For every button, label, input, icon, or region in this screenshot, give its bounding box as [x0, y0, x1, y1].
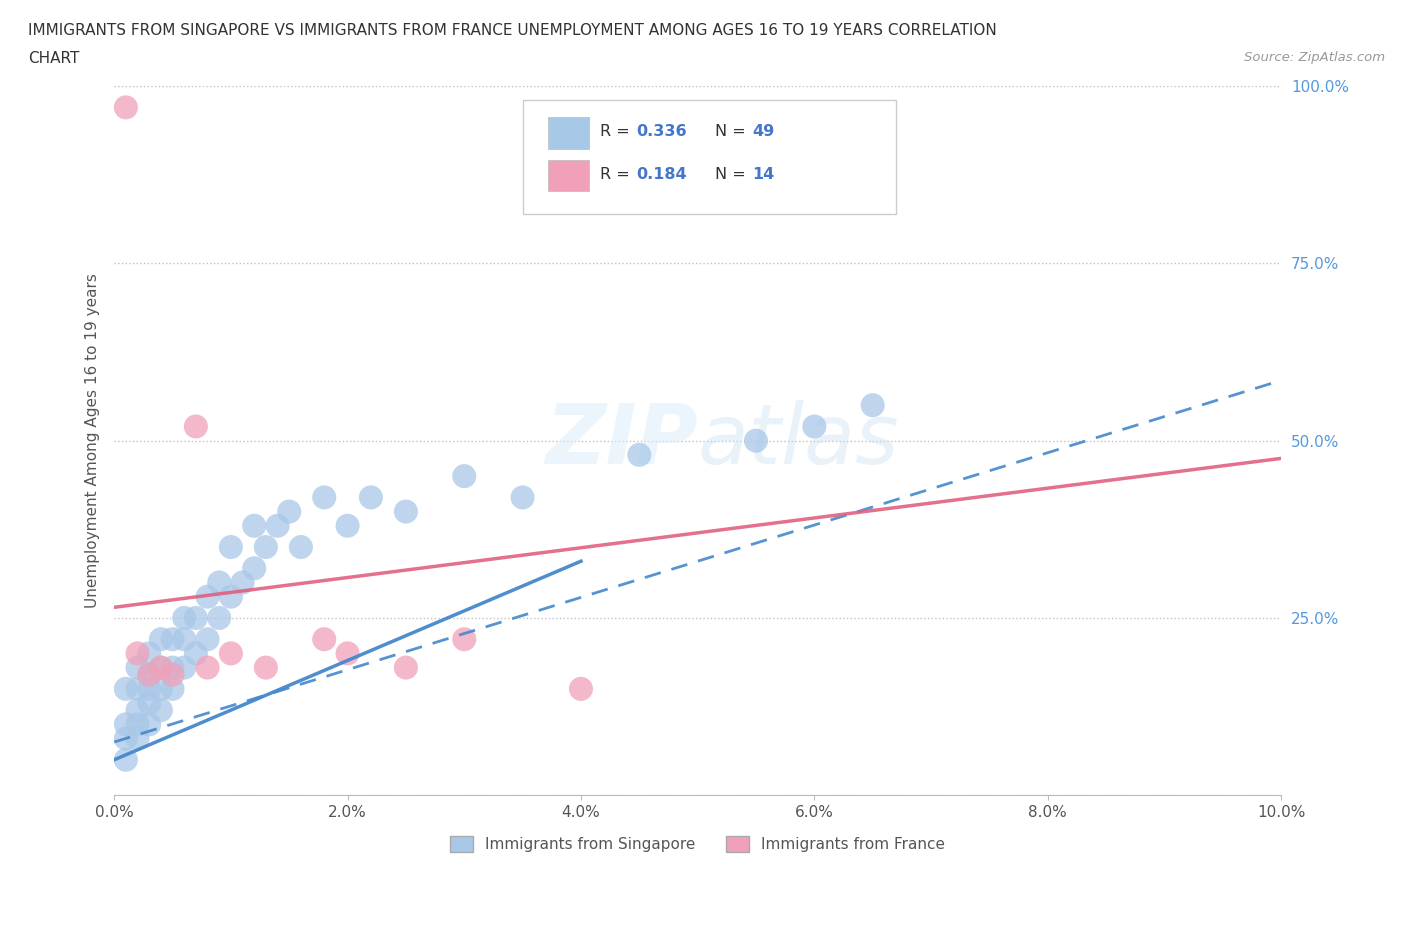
Point [115, 682, 138, 697]
Point [266, 518, 288, 533]
Text: 49: 49 [752, 124, 775, 139]
Point [197, 590, 219, 604]
Text: CHART: CHART [28, 51, 80, 66]
Text: N =: N = [716, 124, 751, 139]
Text: N =: N = [716, 166, 751, 181]
Point [232, 575, 254, 590]
Point [149, 631, 172, 646]
Point [243, 518, 266, 533]
Point [138, 717, 160, 732]
Point [254, 539, 277, 554]
Point [512, 490, 534, 505]
Point [138, 646, 160, 661]
Point [162, 667, 184, 682]
Point [138, 667, 160, 682]
Point [254, 660, 277, 675]
Text: 0.336: 0.336 [636, 124, 686, 139]
Point [162, 631, 184, 646]
Point [208, 610, 231, 625]
Point [395, 504, 418, 519]
Point [314, 631, 336, 646]
Text: ZIP: ZIP [546, 400, 697, 481]
Point [219, 590, 242, 604]
Point [173, 631, 195, 646]
Point [569, 682, 592, 697]
Point [149, 703, 172, 718]
FancyBboxPatch shape [548, 117, 589, 149]
Legend: Immigrants from Singapore, Immigrants from France: Immigrants from Singapore, Immigrants fr… [444, 830, 952, 858]
Point [127, 717, 149, 732]
Point [628, 447, 651, 462]
Point [197, 631, 219, 646]
Point [149, 660, 172, 675]
Text: R =: R = [599, 124, 634, 139]
Point [745, 433, 768, 448]
Text: atlas: atlas [697, 400, 900, 481]
Point [138, 696, 160, 711]
Point [149, 682, 172, 697]
Point [138, 682, 160, 697]
Point [208, 575, 231, 590]
Point [162, 682, 184, 697]
Text: 14: 14 [752, 166, 775, 181]
Point [290, 539, 312, 554]
FancyBboxPatch shape [548, 160, 589, 191]
Y-axis label: Unemployment Among Ages 16 to 19 years: Unemployment Among Ages 16 to 19 years [86, 273, 100, 608]
Point [162, 660, 184, 675]
Point [219, 646, 242, 661]
Point [127, 646, 149, 661]
Text: R =: R = [599, 166, 634, 181]
Point [115, 100, 138, 114]
Point [184, 419, 207, 434]
Text: Source: ZipAtlas.com: Source: ZipAtlas.com [1244, 51, 1385, 64]
Point [278, 504, 301, 519]
Point [127, 731, 149, 746]
Point [173, 610, 195, 625]
Point [127, 703, 149, 718]
Point [314, 490, 336, 505]
Point [243, 561, 266, 576]
Point [862, 398, 884, 413]
Point [197, 660, 219, 675]
Point [127, 682, 149, 697]
Text: IMMIGRANTS FROM SINGAPORE VS IMMIGRANTS FROM FRANCE UNEMPLOYMENT AMONG AGES 16 T: IMMIGRANTS FROM SINGAPORE VS IMMIGRANTS … [28, 23, 997, 38]
Point [453, 631, 475, 646]
Point [138, 667, 160, 682]
Point [360, 490, 382, 505]
Point [803, 419, 825, 434]
Point [149, 660, 172, 675]
Text: 0.184: 0.184 [636, 166, 686, 181]
Point [115, 731, 138, 746]
Point [173, 660, 195, 675]
Point [336, 646, 359, 661]
Point [184, 646, 207, 661]
Point [127, 660, 149, 675]
Point [395, 660, 418, 675]
Point [336, 518, 359, 533]
Point [184, 610, 207, 625]
Point [115, 752, 138, 767]
FancyBboxPatch shape [523, 100, 896, 214]
Point [115, 717, 138, 732]
Point [453, 469, 475, 484]
Point [219, 539, 242, 554]
